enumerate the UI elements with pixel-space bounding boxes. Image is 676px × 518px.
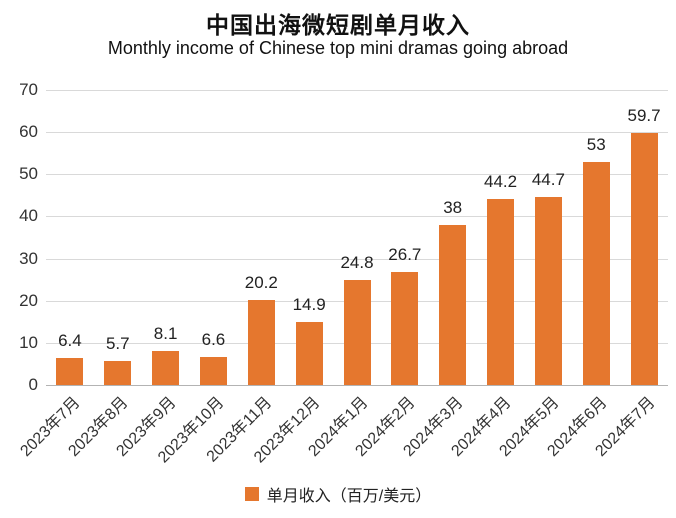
gridline — [46, 174, 668, 176]
gridline — [46, 216, 668, 218]
y-tick-label: 20 — [19, 290, 38, 310]
bar — [391, 272, 419, 385]
y-tick-label: 40 — [19, 206, 38, 226]
legend-label: 单月收入（百万/美元） — [266, 488, 432, 505]
bar-value-label: 14.9 — [292, 295, 326, 315]
bar — [56, 358, 84, 385]
bar-value-label: 8.1 — [153, 323, 178, 343]
bar-value-label: 38 — [443, 197, 463, 217]
bar-value-label: 59.7 — [627, 106, 661, 126]
y-tick-label: 70 — [19, 80, 38, 99]
bar-value-label: 26.7 — [388, 245, 422, 265]
chart-title: 中国出海微短剧单月收入 — [206, 12, 470, 38]
gridline — [46, 132, 668, 134]
y-tick-label: 60 — [19, 122, 38, 142]
gridline — [46, 258, 668, 260]
bar-value-label: 6.6 — [201, 330, 226, 350]
bar — [199, 357, 227, 385]
bar — [439, 224, 467, 385]
bar — [582, 161, 610, 385]
chart-subtitle: Monthly income of Chinese top mini drama… — [107, 38, 569, 58]
x-axis-line — [46, 385, 668, 386]
bar — [630, 133, 658, 385]
bar-value-label: 44.2 — [483, 171, 518, 191]
bar — [104, 360, 132, 385]
legend-swatch-icon — [244, 487, 259, 501]
bar — [152, 350, 180, 385]
bar-value-label: 6.4 — [58, 331, 82, 351]
bar-value-label: 5.7 — [105, 333, 130, 353]
bar — [487, 198, 515, 385]
bar-value-label: 44.7 — [531, 169, 565, 189]
bar-value-label: 53 — [586, 134, 606, 154]
bar-value-label: 24.8 — [340, 253, 374, 273]
y-tick-label: 10 — [19, 332, 38, 352]
y-tick-label: 30 — [19, 248, 38, 268]
bar — [295, 322, 323, 385]
bar — [534, 196, 562, 385]
legend: 单月收入（百万/美元） — [0, 482, 676, 506]
bar-value-label: 20.2 — [244, 272, 278, 292]
y-tick-label: 50 — [19, 164, 38, 184]
bar — [247, 299, 275, 385]
y-tick-label: 0 — [28, 375, 38, 394]
gridline — [46, 90, 668, 91]
bar — [343, 280, 371, 385]
